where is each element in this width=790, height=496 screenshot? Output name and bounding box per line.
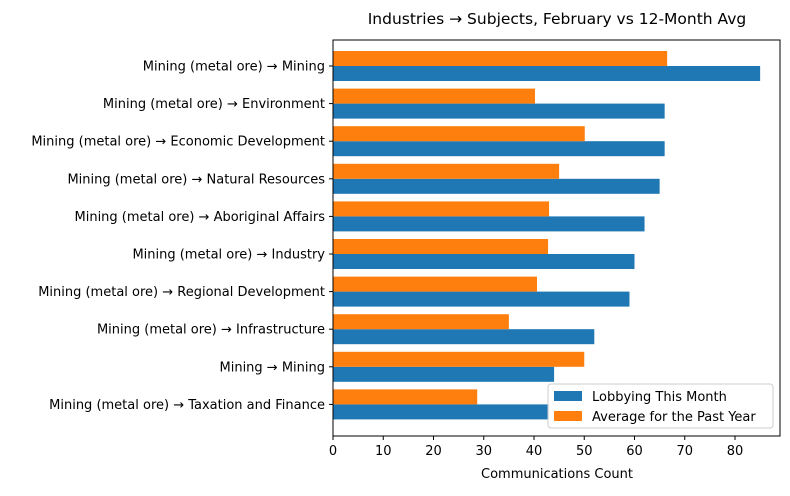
x-tick-label: 60	[626, 444, 643, 459]
bar-lobbying-this-month	[333, 254, 635, 269]
y-tick-label: Mining (metal ore) → Infrastructure	[97, 323, 325, 338]
bar-average-past-year	[333, 88, 536, 104]
x-tick-label: 40	[526, 444, 543, 459]
legend-swatch-lobbying	[554, 391, 582, 401]
bar-average-past-year	[333, 314, 509, 330]
bar-lobbying-this-month	[333, 66, 761, 81]
bar-average-past-year	[333, 163, 560, 179]
y-tick-label: Mining (metal ore) → Aboriginal Affairs	[75, 210, 326, 225]
bar-average-past-year	[333, 239, 549, 254]
chart-title: Industries → Subjects, February vs 12-Mo…	[368, 10, 747, 28]
bar-lobbying-this-month	[333, 291, 630, 307]
x-tick-label: 20	[425, 444, 442, 459]
x-axis-label: Communications Count	[481, 467, 633, 482]
bar-average-past-year	[333, 201, 550, 217]
y-tick-label: Mining (metal ore) → Environment	[103, 97, 325, 112]
bar-lobbying-this-month	[333, 404, 550, 420]
bar-average-past-year	[333, 276, 538, 292]
legend-label-average: Average for the Past Year	[592, 410, 756, 425]
y-tick-label: Mining (metal ore) → Taxation and Financ…	[49, 398, 325, 413]
bar-lobbying-this-month	[333, 178, 660, 194]
bar-lobbying-this-month	[333, 141, 665, 157]
bar-lobbying-this-month	[333, 366, 555, 382]
bar-average-past-year	[333, 126, 585, 142]
y-tick-label: Mining (metal ore) → Regional Developmen…	[38, 285, 325, 300]
x-tick-label: 50	[576, 444, 593, 459]
y-tick-label: Mining (metal ore) → Economic Developmen…	[31, 135, 325, 150]
x-tick-label: 0	[329, 444, 337, 459]
legend-label-lobbying: Lobbying This Month	[592, 390, 727, 405]
x-tick-label: 70	[676, 444, 693, 459]
bar-lobbying-this-month	[333, 216, 645, 232]
legend-swatch-average	[554, 411, 582, 421]
bar-lobbying-this-month	[333, 103, 665, 119]
x-tick-label: 30	[475, 444, 492, 459]
plot-frame	[332, 39, 781, 437]
y-tick-label: Mining (metal ore) → Mining	[143, 60, 325, 75]
x-tick-label: 80	[727, 444, 744, 459]
y-tick-label: Mining (metal ore) → Industry	[132, 248, 325, 263]
bar-average-past-year	[333, 51, 668, 66]
legend: Lobbying This Month Average for the Past…	[547, 383, 774, 429]
x-tick-label: 10	[375, 444, 392, 459]
y-tick-label: Mining → Mining	[220, 360, 326, 375]
bar-average-past-year	[333, 351, 585, 367]
y-tick-label: Mining (metal ore) → Natural Resources	[67, 172, 325, 187]
bar-average-past-year	[333, 389, 478, 405]
bar-lobbying-this-month	[333, 329, 595, 345]
